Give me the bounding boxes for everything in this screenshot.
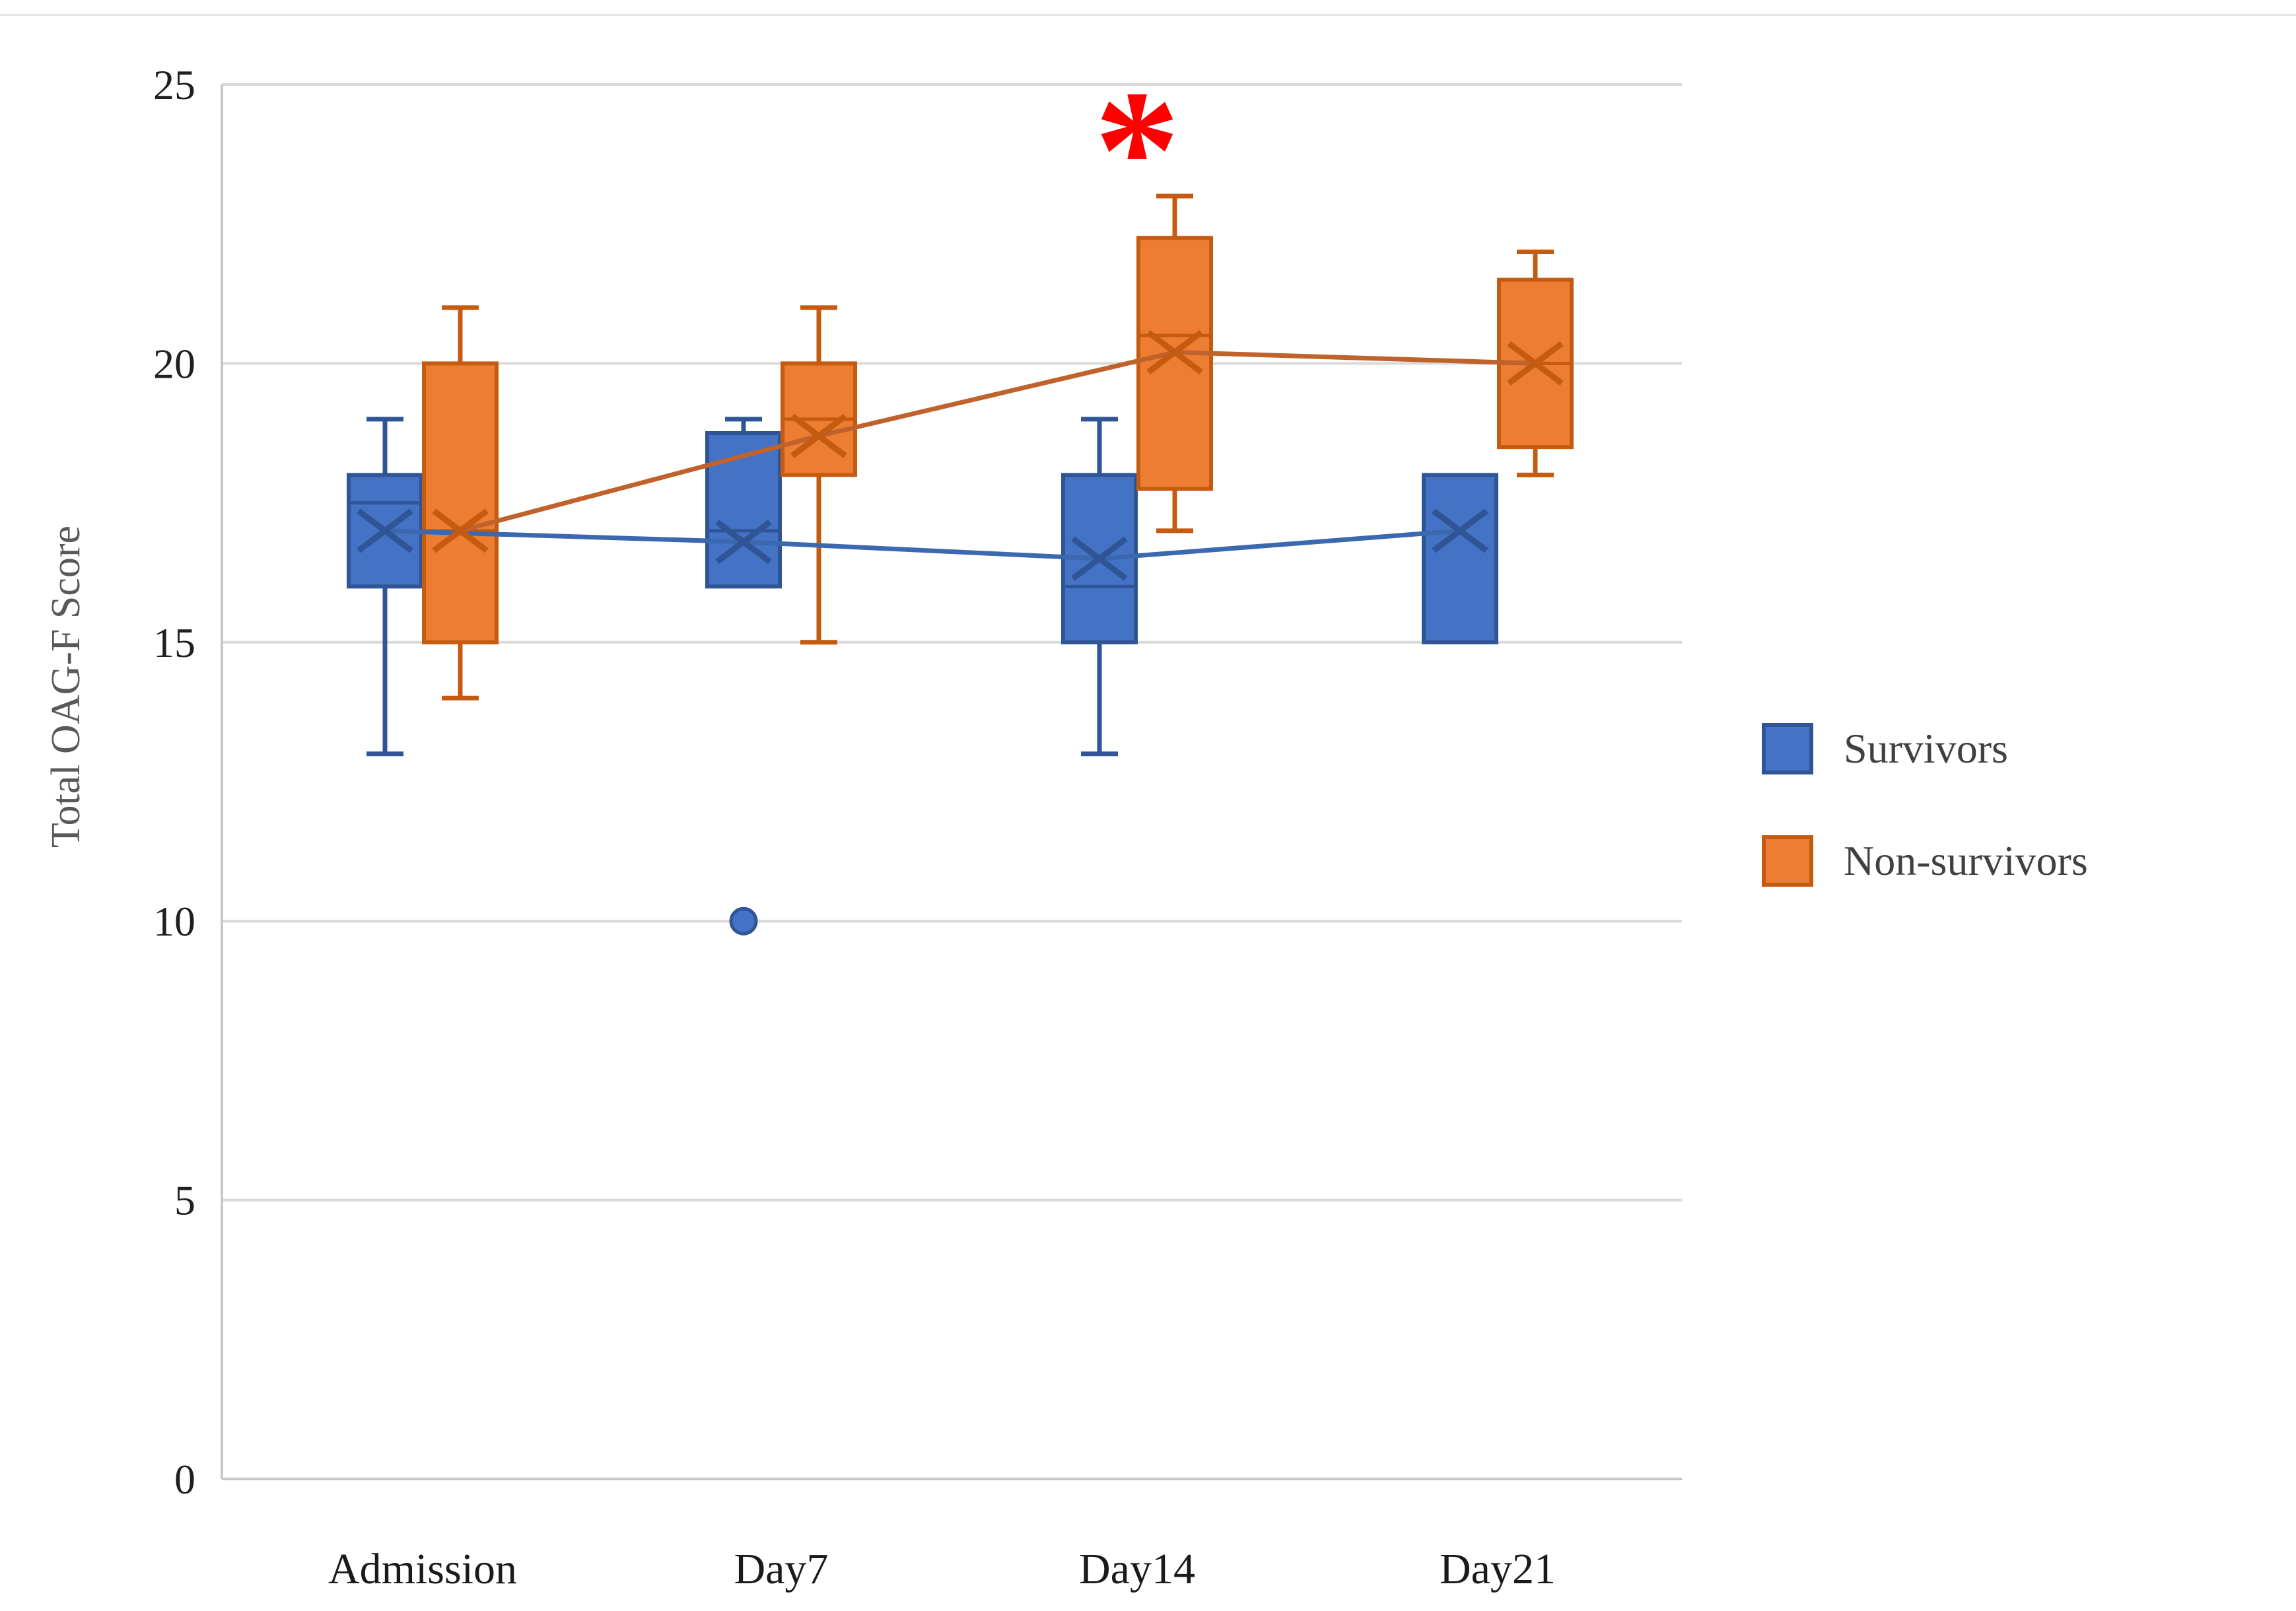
significance-asterisk: * <box>1094 55 1180 245</box>
x-tick-label-Admission: Admission <box>328 1545 517 1593</box>
x-tick-label-Day7: Day7 <box>734 1545 829 1593</box>
non-survivors-swatch-icon <box>1762 835 1813 887</box>
mean-marker-x2-survivors-admission <box>357 508 413 553</box>
legend: Survivors Non-survivors <box>1762 723 2088 887</box>
y-tick-label-20: 20 <box>153 340 195 387</box>
y-tick-label-0: 0 <box>174 1456 195 1503</box>
mean-marker-x2-non-survivors-admission <box>432 508 489 553</box>
y-tick-label-25: 25 <box>153 61 195 108</box>
legend-label-non-survivors: Non-survivors <box>1844 837 2088 884</box>
legend-item-non-survivors: Non-survivors <box>1762 835 2088 887</box>
mean-line-survivors <box>384 528 1461 561</box>
box-non-survivors-admission <box>422 361 499 644</box>
mean-marker-x2-survivors-day7 <box>715 520 772 565</box>
y-tick-label-5: 5 <box>174 1177 195 1224</box>
outlier-dot-survivors-day7 <box>729 907 758 936</box>
mean-marker-x2-survivors-day14 <box>1071 536 1128 581</box>
mean-marker-x2-non-survivors-day14 <box>1146 329 1203 375</box>
survivors-swatch-icon <box>1762 723 1813 774</box>
x-tick-label-Day21: Day21 <box>1440 1545 1556 1593</box>
box-survivors-day21 <box>1422 473 1498 644</box>
mean-marker-x2-survivors-day21 <box>1432 508 1488 553</box>
mean-marker-x2-non-survivors-day7 <box>790 413 847 458</box>
mean-marker-x2-non-survivors-day21 <box>1507 341 1564 386</box>
legend-item-survivors: Survivors <box>1762 723 2088 774</box>
y-tick-label-10: 10 <box>153 898 195 945</box>
y-axis-title: Total OAG-F Score <box>44 526 88 848</box>
box-non-survivors-day14 <box>1136 236 1213 491</box>
y-tick-label-15: 15 <box>153 619 195 666</box>
figure-top-border <box>0 14 2296 16</box>
mean-line-non-survivors <box>460 349 1536 533</box>
x-tick-label-Day14: Day14 <box>1079 1545 1195 1593</box>
legend-label-survivors: Survivors <box>1844 725 2008 772</box>
